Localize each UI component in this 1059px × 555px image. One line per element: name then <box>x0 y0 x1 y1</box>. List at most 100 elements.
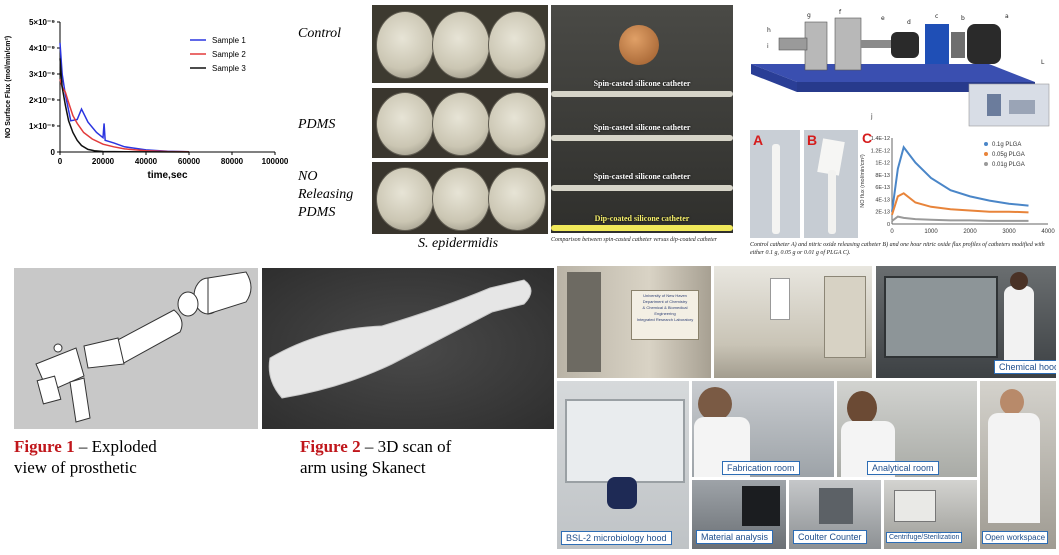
lab-photo-centrifuge: Centrifuge/Sterilization <box>884 480 977 549</box>
prosthetic-svg <box>35 271 252 423</box>
panel-letter-b: B <box>807 132 818 148</box>
lab-photo-lab-interior <box>714 266 872 378</box>
plga-legend-label-2: 0.05g PLGA <box>992 152 1025 158</box>
exploded-prosthetic-drawing <box>14 268 258 429</box>
machine-letter-d: d <box>907 19 911 26</box>
arm-svg <box>268 279 532 399</box>
flux-caption: Control catheter A) and nitric oxide rel… <box>750 242 1045 256</box>
machine-letter-j: j <box>870 113 873 120</box>
lab-photo-corridor: University of New Haven Department of Ch… <box>557 266 711 378</box>
label-organism: S. epidermidis <box>418 236 499 251</box>
catheter-label-3: Spin-casted silicone catheter <box>593 172 691 181</box>
catheter-photo: Spin-casted silicone catheter Spin-caste… <box>551 5 733 233</box>
plga-y-tick-label: 2E-13 <box>875 210 890 216</box>
machine-letter-l: L <box>1041 59 1045 66</box>
nf-x-tick-label: 60000 <box>178 157 201 166</box>
door-sign: University of New Haven Department of Ch… <box>631 290 699 340</box>
nf-x-tick-label: 0 <box>58 157 63 166</box>
nf-series-line-1 <box>59 42 190 153</box>
arm-3d-scan <box>262 268 554 429</box>
plga-series-line-1 <box>891 144 1029 212</box>
door-sign-line4: Engineering <box>654 311 676 316</box>
nf-legend-label-2: Sample 2 <box>212 50 246 59</box>
plga-y-tick-label: 0 <box>887 222 890 228</box>
nf-y-tick-label: 0 <box>51 148 56 157</box>
plga-x-tick-label: 0 <box>890 229 894 235</box>
plga-y-tick-label: 6E-13 <box>875 185 890 191</box>
plga-flux-chart-svg: 0 1000 2000 3000 4000 0 2E-13 4E-13 6E-13 8E-13 1E… <box>860 136 1055 235</box>
figure2-text1: – 3D scan of <box>360 437 452 456</box>
machine-letter-a: a <box>1005 13 1009 20</box>
plga-x-tick-label: 2000 <box>963 229 977 235</box>
panel-letter-a: A <box>753 132 764 148</box>
figure2-text2: arm using Skanect <box>300 458 426 477</box>
machine-letter-b: b <box>961 15 965 22</box>
machine-letter-c: c <box>935 13 938 20</box>
nf-y-label: NO Surface Flux (mol/min/cm²) <box>5 36 12 138</box>
catheter-a-photo: A <box>750 130 800 238</box>
plga-legend-marker-2 <box>984 152 988 156</box>
plga-legend-label-1: 0.1g PLGA <box>992 142 1021 148</box>
label-no-releasing: NO Releasing PDMS <box>298 168 353 222</box>
tag-open-workspace: Open workspace <box>982 531 1049 544</box>
plga-legend-label-3: 0.01g PLGA <box>992 162 1025 168</box>
catheter-b-photo: B <box>804 130 858 238</box>
plga-flux-chart: 0 1000 2000 3000 4000 0 2E-13 4E-13 6E-13 8E-13 1E… <box>860 132 1056 244</box>
nf-legend-label-1: Sample 1 <box>212 36 246 45</box>
label-no-releasing-line1: NO <box>298 169 318 184</box>
label-no-releasing-line2: Releasing <box>298 187 354 202</box>
no-flux-chart: 0 20000 40000 60000 80000 100000 0 1×10⁻⁹ 2×10⁻⁹… <box>0 0 295 195</box>
door-sign-line5: Integrated Research Laboratory <box>636 317 694 322</box>
plga-y-tick-label: 8E-13 <box>875 173 890 179</box>
plga-series-line-2 <box>891 192 1029 216</box>
machine-rendering: h g f e d c b a i j L <box>739 2 1057 130</box>
petri-photo-control <box>372 5 548 83</box>
figure1-text2: view of prosthetic <box>14 458 137 477</box>
nf-legend-label-3: Sample 3 <box>212 64 246 73</box>
tag-material: Material analysis <box>696 530 774 544</box>
catheter-label-2: Spin-casted silicone catheter <box>593 123 691 132</box>
lab-photo-fabrication: Fabrication room <box>692 381 834 477</box>
plga-x-tick-label: 3000 <box>1002 229 1016 235</box>
door-sign-line2: Department of Chemistry <box>642 299 688 304</box>
plga-y-label: NO flux (mol/min/cm²) <box>860 154 866 208</box>
figure2-caption: Figure 2 – 3D scan of arm using Skanect <box>300 436 451 478</box>
petri-photo-pdms <box>372 88 548 158</box>
plga-y-tick-label: 1E-12 <box>875 161 890 167</box>
coin <box>619 25 659 65</box>
panel-letter-c: C <box>862 130 873 146</box>
figure1-text1: – Exploded <box>74 437 157 456</box>
machine-letter-e: e <box>881 15 885 22</box>
plga-legend-marker-3 <box>984 162 988 166</box>
nf-x-tick-label: 100000 <box>262 157 289 166</box>
door-sign-line1: University of New Haven <box>643 293 687 298</box>
nf-y-tick-label: 4×10⁻⁹ <box>29 44 55 53</box>
nf-x-tick-label: 20000 <box>92 157 115 166</box>
nf-x-tick-label: 80000 <box>221 157 244 166</box>
figure1-label: Figure 1 <box>14 437 75 456</box>
plga-x-tick-label: 4000 <box>1041 229 1055 235</box>
nf-y-tick-label: 1×10⁻⁹ <box>29 122 55 131</box>
plga-x-tick-label: 1000 <box>924 229 938 235</box>
label-control: Control <box>298 26 342 41</box>
no-flux-chart-svg: 0 20000 40000 60000 80000 100000 0 1×10⁻⁹ 2×10⁻⁹… <box>5 18 289 181</box>
nf-y-tick-label: 5×10⁻⁹ <box>29 18 55 27</box>
lab-photo-coulter: Coulter Counter <box>789 480 881 549</box>
machine-svg: h g f e d c b a i j L <box>751 9 1050 127</box>
tag-fabrication: Fabrication room <box>722 461 800 475</box>
figure1-caption: Figure 1 – Exploded view of prosthetic <box>14 436 157 478</box>
machine-letter-f: f <box>839 9 842 16</box>
lab-photo-chemical-hood: Chemical hood <box>876 266 1056 378</box>
lab-photo-analytical: Analytical room <box>837 381 977 477</box>
plga-y-tick-label: 1.4E-12 <box>871 136 890 142</box>
machine-letter-h: h <box>767 27 771 34</box>
plga-series-line-3 <box>891 215 1029 222</box>
figure2-label: Figure 2 <box>300 437 361 456</box>
petri-photo-no-releasing <box>372 162 548 234</box>
tag-analytical: Analytical room <box>867 461 939 475</box>
lab-photo-open-workspace: Open workspace <box>980 381 1056 549</box>
tag-chemical-hood: Chemical hood <box>994 360 1056 374</box>
catheter-label-4: Dip-coated silicone catheter <box>594 214 690 223</box>
nf-x-tick-label: 40000 <box>135 157 158 166</box>
nf-y-tick-label: 2×10⁻⁹ <box>29 96 55 105</box>
